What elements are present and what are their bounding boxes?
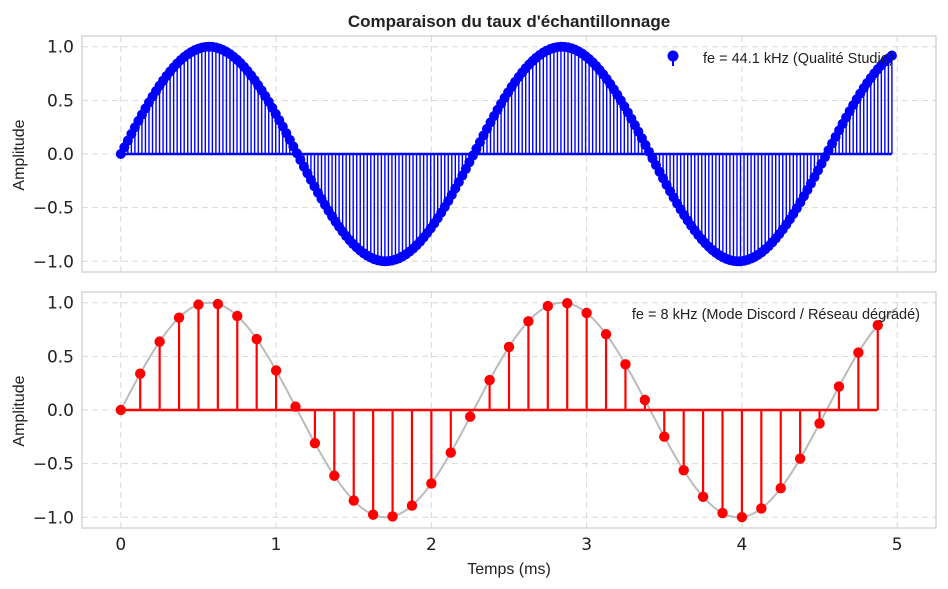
x-tick-label: 3: [581, 535, 592, 555]
bottom-sample-point: [542, 300, 554, 312]
top-plot-area: [115, 41, 897, 267]
top-y-tick-label: 0.0: [47, 145, 74, 165]
bottom-sample-point: [581, 307, 592, 319]
bottom-sample-point: [678, 465, 689, 476]
bottom-sample-point: [426, 478, 437, 489]
top-y-tick-label: 1.0: [47, 38, 74, 58]
x-tick-label: 5: [892, 535, 903, 555]
bottom-y-tick-label: 1.0: [47, 294, 74, 314]
top-y-ticks: −1.0 −0.5 0.0 0.5 1.0: [33, 38, 74, 273]
bottom-legend-label: fe = 8 kHz (Mode Discord / Réseau dégrad…: [632, 307, 920, 323]
bottom-sample-point: [872, 320, 883, 331]
top-legend: fe = 44.1 kHz (Qualité Studio): [667, 50, 894, 67]
bottom-sample-point: [406, 500, 418, 511]
bottom-sample-point: [484, 374, 495, 386]
top-y-tick-label: 0.5: [47, 91, 74, 111]
bottom-sample-point: [154, 336, 165, 347]
bottom-sample-point: [639, 394, 651, 406]
bottom-sample-point: [697, 491, 709, 502]
bottom-sample-point: [523, 316, 534, 327]
top-sample-point: [886, 50, 897, 61]
bottom-sample-point: [600, 328, 612, 340]
bottom-sample-point: [367, 509, 379, 520]
bottom-sample-point: [309, 437, 321, 449]
x-tick-label: 2: [426, 535, 437, 555]
bottom-sample-point: [775, 482, 786, 494]
bottom-sample-point: [329, 470, 340, 481]
bottom-sample-point: [853, 347, 864, 358]
bottom-y-ticks: −1.0 −0.5 0.0 0.5 1.0: [33, 294, 74, 529]
bottom-sample-point: [794, 453, 806, 464]
bottom-plot-area: [115, 298, 898, 523]
bottom-sample-point: [173, 312, 185, 323]
x-axis-label: Temps (ms): [467, 561, 551, 578]
x-tick-label: 1: [271, 535, 282, 555]
bottom-sample-point: [814, 418, 825, 429]
top-axes-frame: [81, 35, 937, 273]
bottom-y-tick-label: −0.5: [33, 455, 74, 475]
bottom-sample-point: [251, 333, 262, 345]
top-y-tick-label: −0.5: [33, 199, 74, 219]
bottom-sample-point: [232, 310, 243, 322]
bottom-sample-point: [736, 511, 748, 523]
top-legend-label: fe = 44.1 kHz (Qualité Studio): [703, 51, 894, 67]
bottom-sample-point: [193, 299, 204, 310]
top-y-tick-label: −1.0: [33, 252, 74, 272]
bottom-sample-point: [562, 298, 573, 309]
figure-title: Comparaison du taux d'échantillonnage: [348, 12, 670, 31]
bottom-sample-point: [135, 368, 146, 379]
bottom-sample-point: [717, 507, 728, 519]
top-subplot: −1.0 −0.5 0.0 0.5 1.0 Amplitude fe = 44.1 kH…: [11, 35, 937, 273]
x-tick-label: 0: [115, 535, 126, 555]
bottom-sample-point: [212, 298, 224, 310]
bottom-sample-point: [348, 495, 359, 506]
bottom-y-tick-label: −1.0: [33, 508, 74, 528]
bottom-y-tick-label: 0.0: [47, 401, 74, 421]
bottom-y-axis-label: Amplitude: [11, 375, 28, 446]
bottom-x-ticks: 0 1 2 3 4 5: [115, 535, 902, 555]
bottom-sample-point: [445, 447, 456, 458]
x-tick-label: 4: [736, 535, 747, 555]
bottom-sample-point: [659, 431, 670, 442]
bottom-axes-frame: [81, 291, 937, 529]
bottom-sample-point: [833, 381, 845, 392]
bottom-sample-point: [290, 401, 301, 412]
bottom-y-tick-label: 0.5: [47, 347, 74, 367]
top-y-axis-label: Amplitude: [11, 119, 28, 190]
bottom-sample-point: [756, 503, 767, 514]
bottom-sample-point: [387, 511, 398, 522]
bottom-subplot: −1.0 −0.5 0.0 0.5 1.0 0 1 2 3 4 5 Amplitude fe = …: [11, 291, 937, 555]
top-legend-marker: [667, 50, 679, 62]
bottom-sample-point: [620, 359, 631, 370]
bottom-sample-point: [115, 404, 127, 416]
bottom-sample-point: [503, 341, 515, 353]
bottom-sample-point: [464, 411, 476, 422]
bottom-sample-point: [270, 365, 282, 376]
